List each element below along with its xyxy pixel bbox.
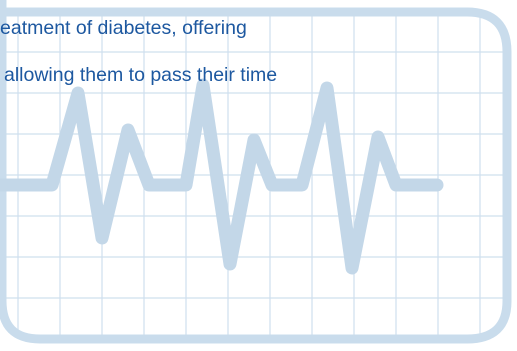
ecg-pulse-line: [0, 78, 444, 275]
caption-line-2: allowing them to pass their time: [4, 64, 278, 86]
caption-line-1: eatment of diabetes, offering: [0, 17, 247, 39]
ecg-grid: [0, 12, 507, 339]
ecg-frame: [0, 0, 512, 344]
